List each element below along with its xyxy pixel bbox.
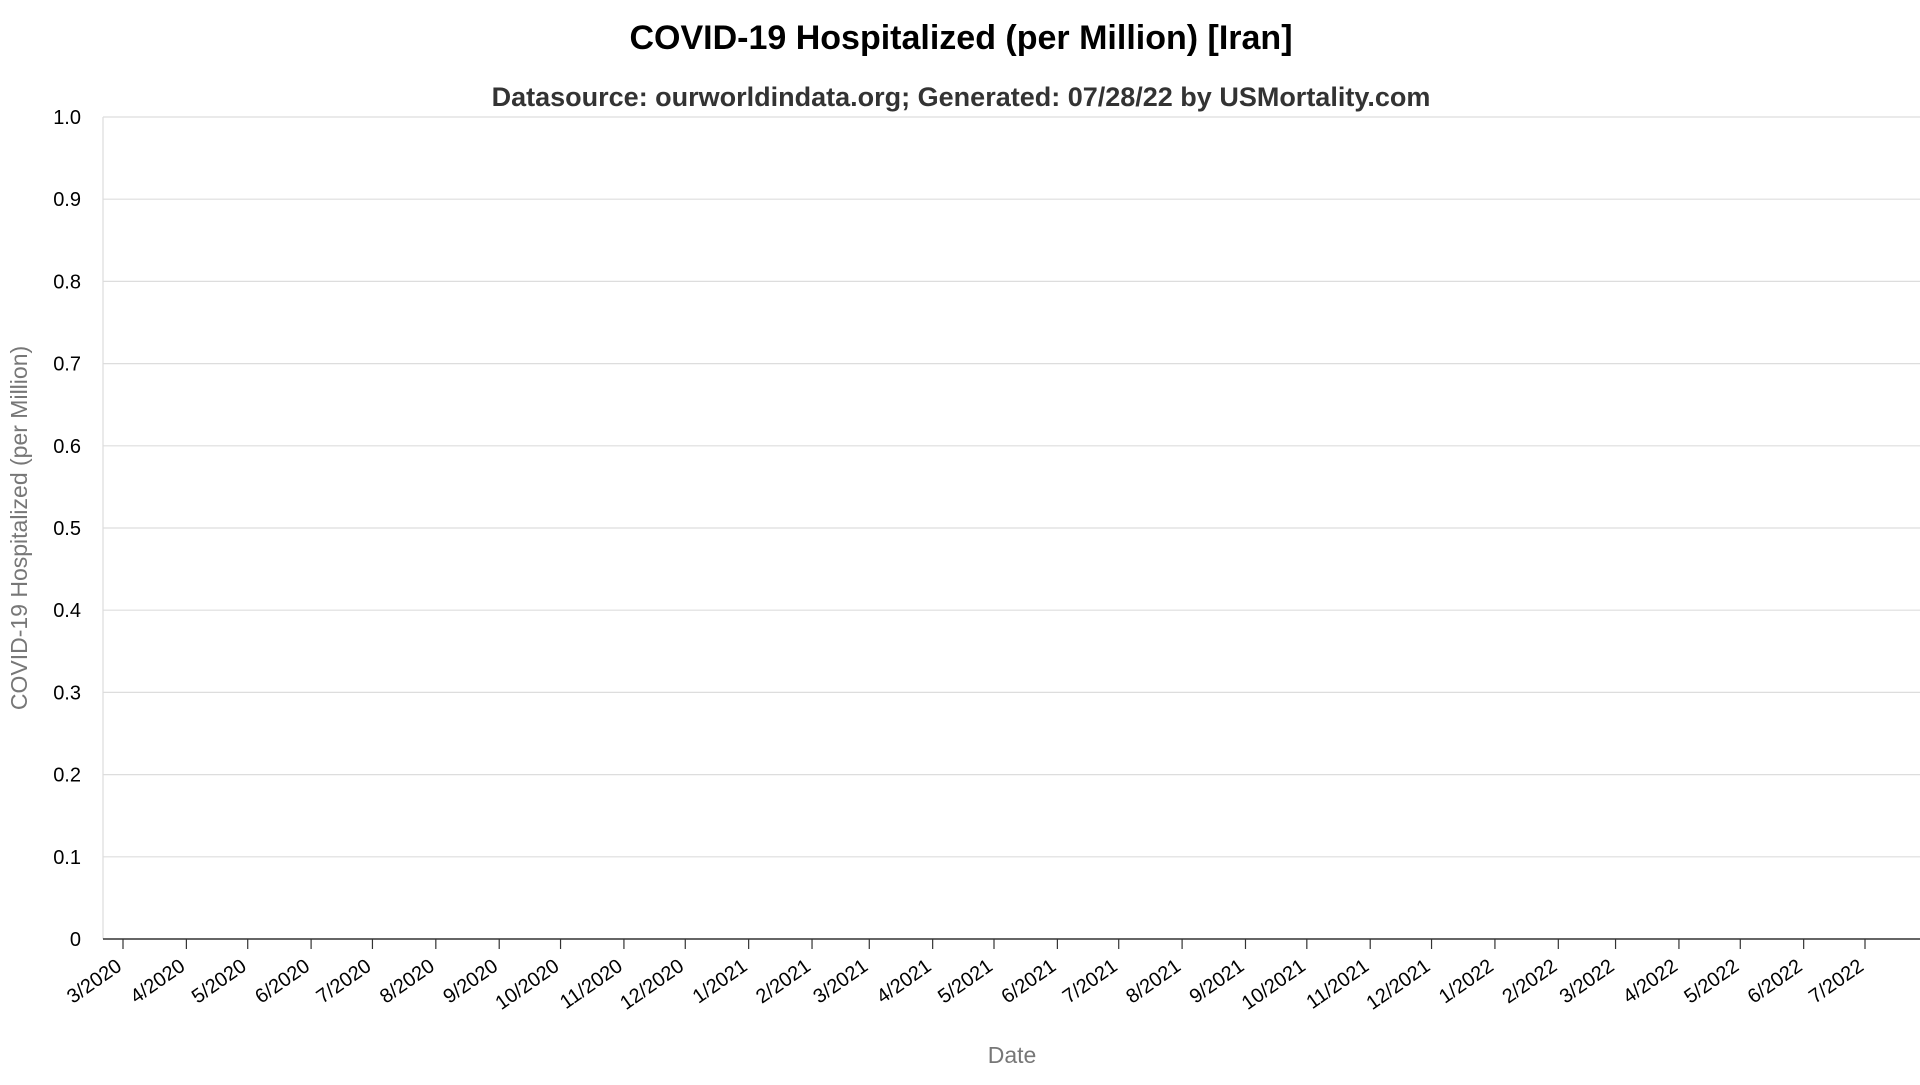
y-tick-label: 0.1 bbox=[53, 847, 81, 869]
chart-title: COVID-19 Hospitalized (per Million) [Ira… bbox=[629, 19, 1292, 57]
x-tick-label: 3/2020 bbox=[63, 955, 126, 1008]
x-tick-label: 1/2021 bbox=[689, 955, 752, 1008]
y-tick-label: 0.3 bbox=[53, 682, 81, 704]
y-tick-label: 0.4 bbox=[53, 600, 81, 622]
x-tick-label: 11/2021 bbox=[1302, 955, 1373, 1014]
x-tick-label: 6/2021 bbox=[998, 955, 1061, 1008]
x-tick-label: 7/2021 bbox=[1059, 955, 1122, 1008]
y-axis-ticks: 0 0.1 0.2 0.3 0.4 0.5 0.6 0.7 0.8 0.9 1.0 bbox=[53, 107, 81, 951]
x-tick-label: 9/2021 bbox=[1186, 955, 1249, 1008]
x-tick-label: 7/2022 bbox=[1805, 955, 1868, 1008]
x-tick-label: 12/2021 bbox=[1363, 955, 1435, 1014]
y-tick-label: 0.9 bbox=[53, 189, 81, 211]
x-tick-label: 9/2020 bbox=[439, 955, 502, 1008]
grid-layer bbox=[103, 116, 1920, 858]
x-tick-label: 4/2022 bbox=[1619, 955, 1682, 1008]
y-axis-title: COVID-19 Hospitalized (per Million) bbox=[6, 346, 32, 710]
x-tick-label: 5/2020 bbox=[188, 955, 251, 1008]
x-tick-label: 4/2021 bbox=[873, 955, 936, 1008]
chart-subtitle: Datasource: ourworldindata.org; Generate… bbox=[492, 82, 1431, 112]
x-tick-label: 3/2022 bbox=[1556, 955, 1619, 1008]
x-tick-label: 12/2020 bbox=[616, 955, 688, 1014]
x-tick-label: 11/2020 bbox=[556, 955, 627, 1014]
x-tick-label: 8/2020 bbox=[376, 955, 439, 1008]
y-tick-label: 0.7 bbox=[53, 354, 81, 376]
x-tick-label: 2/2021 bbox=[752, 955, 815, 1008]
x-axis-title: Date bbox=[988, 1042, 1037, 1068]
y-tick-label: 0.8 bbox=[53, 271, 81, 293]
x-tick-label: 7/2020 bbox=[313, 955, 376, 1008]
x-tick-label: 3/2021 bbox=[809, 955, 872, 1008]
x-tick-label: 5/2021 bbox=[934, 955, 997, 1008]
x-tick-label: 8/2021 bbox=[1122, 955, 1185, 1008]
y-tick-label: 0 bbox=[70, 929, 81, 951]
y-tick-label: 0.6 bbox=[53, 436, 81, 458]
y-tick-label: 0.2 bbox=[53, 765, 81, 787]
x-tick-label: 5/2022 bbox=[1680, 955, 1743, 1008]
x-tick-label: 1/2022 bbox=[1435, 955, 1498, 1008]
x-tick-label: 6/2022 bbox=[1744, 955, 1807, 1008]
x-tick-label: 10/2020 bbox=[492, 955, 564, 1014]
y-tick-label: 0.5 bbox=[53, 518, 81, 540]
y-tick-label: 1.0 bbox=[53, 107, 81, 129]
x-tick-label: 6/2020 bbox=[251, 955, 314, 1008]
x-tick-label: 4/2020 bbox=[127, 955, 190, 1008]
x-tick-label: 2/2022 bbox=[1498, 955, 1561, 1008]
x-tick-label: 10/2021 bbox=[1238, 955, 1310, 1014]
